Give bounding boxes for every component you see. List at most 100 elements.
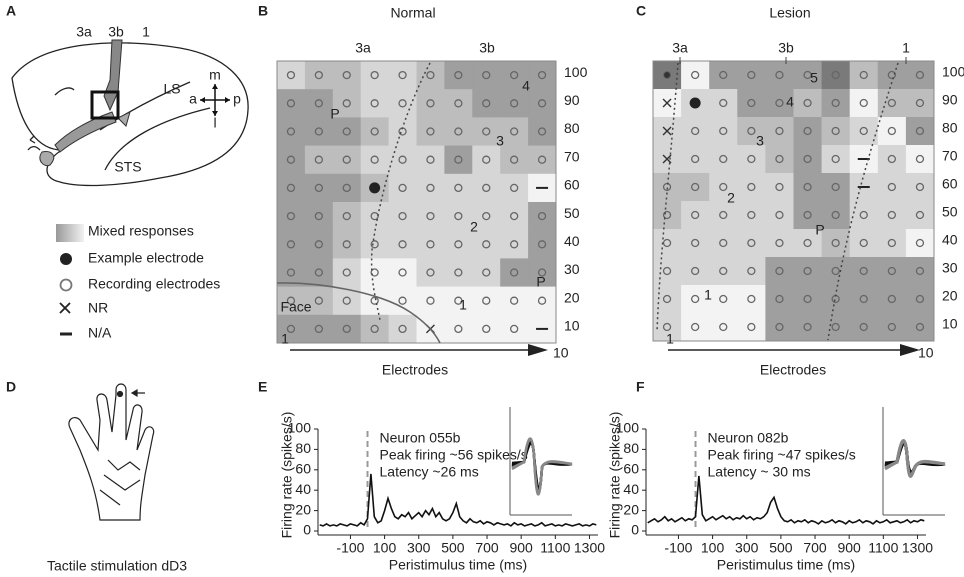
grid-cell [709, 61, 738, 90]
recording-electrode [775, 70, 784, 80]
legend-entry: NR [88, 300, 108, 316]
grid-cell [528, 202, 557, 231]
area-boundary [656, 62, 679, 333]
recording-electrode [803, 322, 812, 332]
recording-electrode [719, 210, 728, 220]
grid-cell [500, 314, 529, 344]
legend-entry: N/A [88, 325, 112, 341]
row-label: 100 [942, 64, 964, 80]
grid-cell [737, 257, 766, 286]
recording-electrode [482, 240, 491, 249]
brain-label: m [209, 67, 221, 83]
recording-electrode [398, 211, 407, 221]
grid-cell [821, 285, 851, 314]
grid-cell [360, 117, 390, 147]
region-label: 3 [496, 133, 504, 149]
recording-electrode [719, 322, 728, 332]
recording-electrode [286, 70, 296, 80]
recording-electrode [398, 324, 407, 334]
area-label: 1 [902, 40, 910, 56]
firing-rate-trace [319, 473, 597, 527]
row-label: 100 [564, 64, 588, 80]
recording-electrode [342, 268, 351, 277]
recording-electrode [831, 210, 840, 220]
grid-cell [793, 117, 823, 146]
grid-cell [849, 89, 879, 118]
caption: Tactile stimulation dD3 [47, 558, 187, 574]
arrow-head [528, 344, 548, 356]
recording-electrode [454, 70, 463, 80]
row-label: 60 [942, 176, 958, 192]
annotation: Peak firing ~47 spikes/s [708, 447, 856, 463]
recording-electrode [915, 154, 925, 164]
recording-electrode [342, 183, 351, 193]
recording-electrode [831, 154, 840, 164]
brain-regions [39, 39, 230, 167]
recording-electrode [747, 210, 756, 220]
row-label: 30 [942, 260, 958, 276]
grid-cell [416, 202, 445, 231]
recording-electrode [663, 71, 672, 79]
panel-label: C [636, 3, 646, 19]
recording-electrode [510, 99, 519, 108]
grid-cell [793, 61, 823, 90]
grid-cell [277, 286, 306, 316]
recording-electrode [775, 294, 784, 304]
recording-electrode [342, 324, 351, 334]
recording-electrode [831, 182, 840, 192]
recording-electrode [510, 127, 519, 136]
grid-cell [444, 117, 473, 147]
area-label: 3b [778, 40, 794, 56]
recording-electrode [859, 294, 868, 304]
grid-cell [709, 257, 738, 286]
recording-electrode [426, 296, 435, 305]
region-label: 2 [727, 190, 735, 206]
row-label: 50 [564, 205, 580, 221]
grid-cell [277, 117, 306, 147]
region-label: Face [280, 299, 311, 315]
region-label: 3 [756, 133, 764, 149]
nr-marker [662, 126, 672, 136]
grid-cell [528, 145, 557, 175]
grid-cell [472, 230, 501, 259]
grid-cell [528, 230, 557, 259]
recording-electrode [314, 296, 324, 305]
recording-electrode [342, 70, 351, 80]
grid-cell [709, 89, 738, 118]
recording-electrode [314, 324, 324, 334]
recording-electrode [314, 155, 324, 164]
grid-cell [388, 286, 417, 316]
brain-label: LS [163, 81, 180, 97]
row-label: 10 [942, 316, 958, 332]
recording-electrode [314, 70, 324, 80]
recording-electrode [803, 126, 812, 136]
recording-electrode [915, 294, 925, 304]
grid-cell [444, 173, 473, 203]
grid-cell [444, 230, 473, 259]
grid-cell [500, 117, 529, 147]
recording-electrode [454, 183, 463, 193]
recording-electrode [803, 154, 812, 164]
x-tick-label: 100 [701, 540, 725, 556]
legend-entry: Mixed responses [88, 223, 194, 239]
grid-cell [416, 230, 445, 259]
recording-electrode [662, 238, 672, 248]
recording-electrode [370, 155, 379, 164]
row-label: 90 [942, 92, 958, 108]
recording-electrode [370, 296, 379, 305]
example-electrode [689, 97, 701, 109]
example-electrode [369, 182, 381, 194]
grid-cell [500, 145, 529, 175]
recording-electrode [887, 126, 896, 136]
recording-electrode [482, 155, 491, 164]
recording-electrode [426, 70, 435, 80]
grid-cell [877, 145, 907, 174]
row-label: 50 [942, 204, 958, 220]
grid-cell [304, 314, 334, 344]
grid-cell [472, 202, 501, 231]
grid-cell [472, 286, 501, 316]
grid-cell [905, 173, 935, 202]
grid-cell [877, 285, 907, 314]
recording-electrode [537, 240, 547, 249]
